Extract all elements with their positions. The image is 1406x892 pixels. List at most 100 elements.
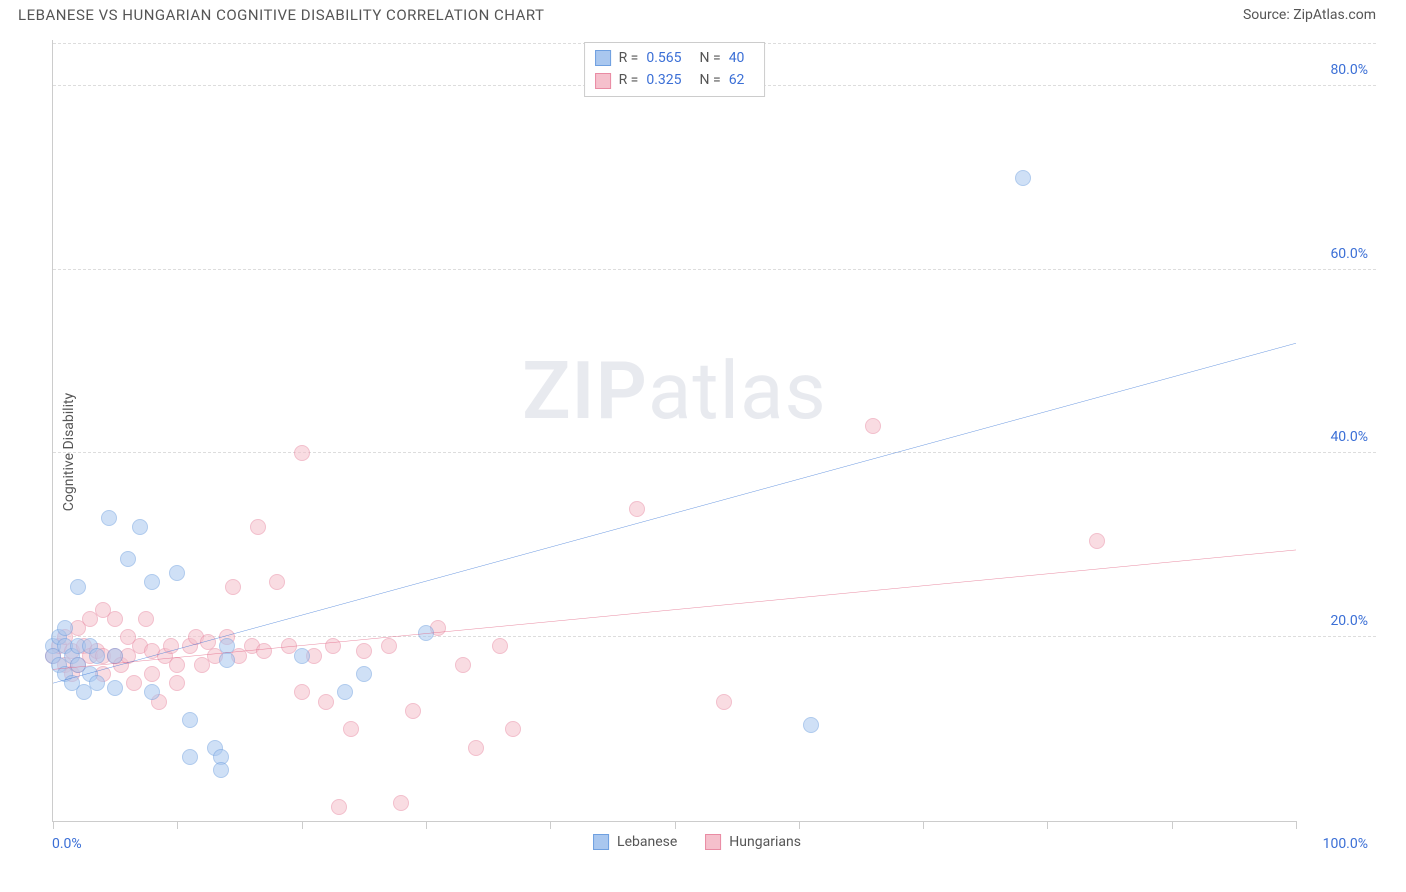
data-point-hungarians [107,611,123,627]
gridline [53,636,1376,637]
data-point-hungarians [225,579,241,595]
data-point-hungarians [294,684,310,700]
x-axis-min-label: 0.0% [52,836,82,852]
data-point-lebanese [144,574,160,590]
legend-item-lebanese: Lebanese [593,834,677,850]
legend-item-hungarians: Hungarians [705,834,801,850]
x-tick [923,821,924,829]
data-point-lebanese [107,648,123,664]
data-point-lebanese [803,717,819,733]
legend-swatch-icon [593,834,609,850]
y-tick-label: 40.0% [1330,429,1368,445]
data-point-hungarians [269,574,285,590]
r-value: 0.565 [646,47,691,69]
data-point-hungarians [256,643,272,659]
data-point-lebanese [294,648,310,664]
data-point-hungarians [716,694,732,710]
source-name: ZipAtlas.com [1293,7,1376,23]
gridline [53,269,1376,270]
x-tick [1047,821,1048,829]
r-label: R = [619,69,639,91]
x-tick [426,821,427,829]
data-point-hungarians [169,657,185,673]
legend-row-lebanese: R = 0.565 N = 40 [595,47,755,69]
x-axis-max-label: 100.0% [1323,836,1368,852]
data-point-lebanese [101,510,117,526]
watermark: ZIPatlas [522,344,827,438]
legend-swatch-icon [595,73,611,89]
x-tick [799,821,800,829]
chart-area: Cognitive Disability ZIPatlas R = 0.565 … [18,40,1376,864]
data-point-lebanese [418,625,434,641]
data-point-hungarians [163,638,179,654]
source-label: Source: [1243,7,1290,23]
legend-label: Hungarians [729,834,801,850]
trendlines-layer [53,40,1296,821]
data-point-lebanese [57,620,73,636]
data-point-hungarians [331,799,347,815]
plot-area: ZIPatlas R = 0.565 N = 40 R = 0.325 N = … [52,40,1296,822]
data-point-hungarians [455,657,471,673]
n-label: N = [700,47,721,69]
gridline [53,452,1376,453]
data-point-lebanese [219,652,235,668]
x-tick [302,821,303,829]
data-point-hungarians [294,445,310,461]
trendline [53,343,1296,683]
legend-swatch-icon [595,50,611,66]
data-point-hungarians [629,501,645,517]
legend-swatch-icon [705,834,721,850]
n-label: N = [700,69,721,91]
data-point-hungarians [393,795,409,811]
r-label: R = [619,47,639,69]
data-point-lebanese [182,712,198,728]
data-point-hungarians [356,643,372,659]
x-tick [177,821,178,829]
data-point-hungarians [381,638,397,654]
data-point-lebanese [132,519,148,535]
y-tick-label: 80.0% [1330,62,1368,78]
data-point-lebanese [1015,170,1031,186]
data-point-hungarians [505,721,521,737]
data-point-lebanese [89,648,105,664]
x-tick [550,821,551,829]
data-point-lebanese [356,666,372,682]
data-point-hungarians [169,675,185,691]
x-tick [1172,821,1173,829]
data-point-hungarians [492,638,508,654]
data-point-hungarians [138,611,154,627]
data-point-lebanese [213,762,229,778]
x-tick [675,821,676,829]
data-point-lebanese [337,684,353,700]
y-tick-label: 20.0% [1330,613,1368,629]
data-point-lebanese [144,684,160,700]
data-point-hungarians [1089,533,1105,549]
correlation-legend: R = 0.565 N = 40 R = 0.325 N = 62 [584,42,766,97]
x-tick [53,821,54,829]
data-point-hungarians [405,703,421,719]
series-legend: Lebanese Hungarians [593,834,801,850]
data-point-hungarians [865,418,881,434]
data-point-lebanese [89,675,105,691]
data-point-hungarians [126,675,142,691]
data-point-lebanese [107,680,123,696]
source-attribution: Source: ZipAtlas.com [1243,7,1376,23]
r-value: 0.325 [646,69,691,91]
data-point-hungarians [343,721,359,737]
legend-row-hungarians: R = 0.325 N = 62 [595,69,755,91]
data-point-hungarians [144,666,160,682]
data-point-lebanese [169,565,185,581]
data-point-lebanese [182,749,198,765]
data-point-hungarians [318,694,334,710]
n-value: 62 [729,69,755,91]
data-point-lebanese [70,579,86,595]
legend-label: Lebanese [617,834,677,850]
data-point-lebanese [120,551,136,567]
data-point-hungarians [325,638,341,654]
y-tick-label: 60.0% [1330,246,1368,262]
chart-title: LEBANESE VS HUNGARIAN COGNITIVE DISABILI… [18,6,544,24]
n-value: 40 [729,47,755,69]
data-point-hungarians [468,740,484,756]
data-point-hungarians [250,519,266,535]
x-tick [1296,821,1297,829]
